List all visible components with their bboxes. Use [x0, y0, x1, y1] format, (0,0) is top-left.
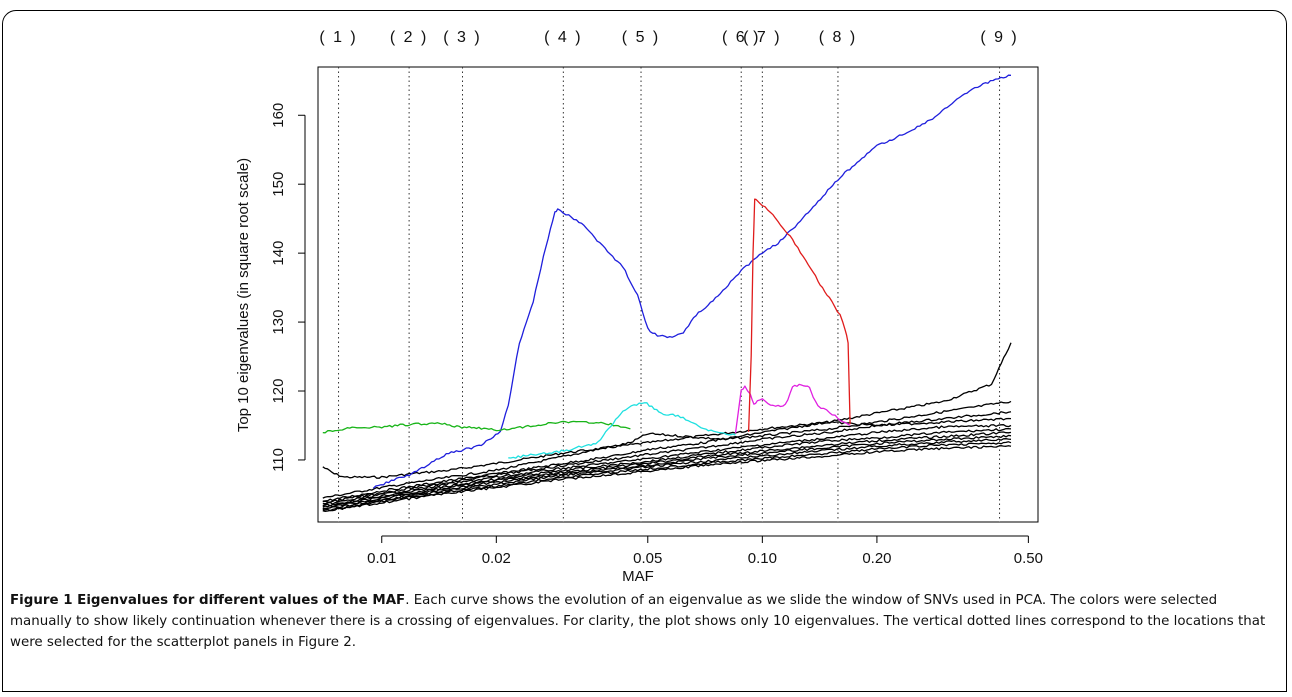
series-line-10 — [322, 424, 1012, 505]
series-line-16 — [322, 445, 1012, 513]
series-line-2 — [322, 420, 631, 434]
vline-label-9: ( 9 ) — [980, 29, 1018, 46]
series-line-1 — [372, 74, 1012, 489]
series-line-13 — [322, 434, 1012, 510]
y-tick-label-1: 120 — [270, 378, 287, 403]
plot-box — [317, 66, 1039, 523]
x-tick-label-4: 0.20 — [862, 550, 891, 567]
series-line-3 — [508, 402, 736, 459]
vline-label-2: ( 2 ) — [390, 29, 428, 46]
x-tick-label-0: 0.01 — [367, 550, 396, 567]
figure-caption: Figure 1 Eigenvalues for different value… — [10, 590, 1282, 653]
caption-title: Figure 1 Eigenvalues for different value… — [10, 593, 406, 608]
vline-label-5: ( 5 ) — [622, 29, 660, 46]
series-line-12 — [322, 431, 1012, 508]
series-line-4 — [734, 383, 851, 434]
series-line-11 — [322, 427, 1012, 507]
y-tick-label-5: 160 — [270, 103, 287, 128]
series-line-6 — [322, 342, 1012, 479]
plot-area: ( 1 ) ( 2 ) ( 3 ) ( 4 ) ( 5 ) ( 6 )( 7 ) ( 8 )… — [270, 29, 1043, 567]
vline-label-8: ( 8 ) — [819, 29, 857, 46]
y-tick-label-4: 150 — [270, 172, 287, 197]
x-tick-label-2: 0.05 — [633, 550, 662, 567]
vline-label-1: ( 1 ) — [319, 29, 357, 46]
y-tick-label-0: 110 — [270, 448, 287, 472]
series-line-7 — [322, 400, 1012, 499]
figure-frame — [2, 10, 1287, 692]
x-tick-label-3: 0.10 — [748, 550, 777, 567]
vline-label-6: ( 6 ) — [722, 29, 760, 46]
y-tick-label-2: 130 — [270, 310, 287, 335]
x-tick-label-5: 0.50 — [1014, 550, 1043, 567]
eigenvalue-chart: ( 1 ) ( 2 ) ( 3 ) ( 4 ) ( 5 ) ( 6 )( 7 ) ( 8 )… — [235, 29, 1043, 585]
vline-label-4: ( 4 ) — [544, 29, 582, 46]
caption-text: . Each curve shows the evolution of an e… — [10, 593, 1266, 650]
series-line-14 — [322, 438, 1012, 510]
x-axis-label: MAF — [622, 568, 654, 585]
vline-label-3: ( 3 ) — [443, 29, 481, 46]
vline-label-7: ( 7 ) — [743, 29, 781, 46]
series-line-5 — [747, 198, 851, 432]
y-axis-label: Top 10 eigenvalues (in square root scale… — [235, 158, 252, 432]
y-tick-label-3: 140 — [270, 241, 287, 266]
x-tick-label-1: 0.02 — [482, 550, 511, 567]
